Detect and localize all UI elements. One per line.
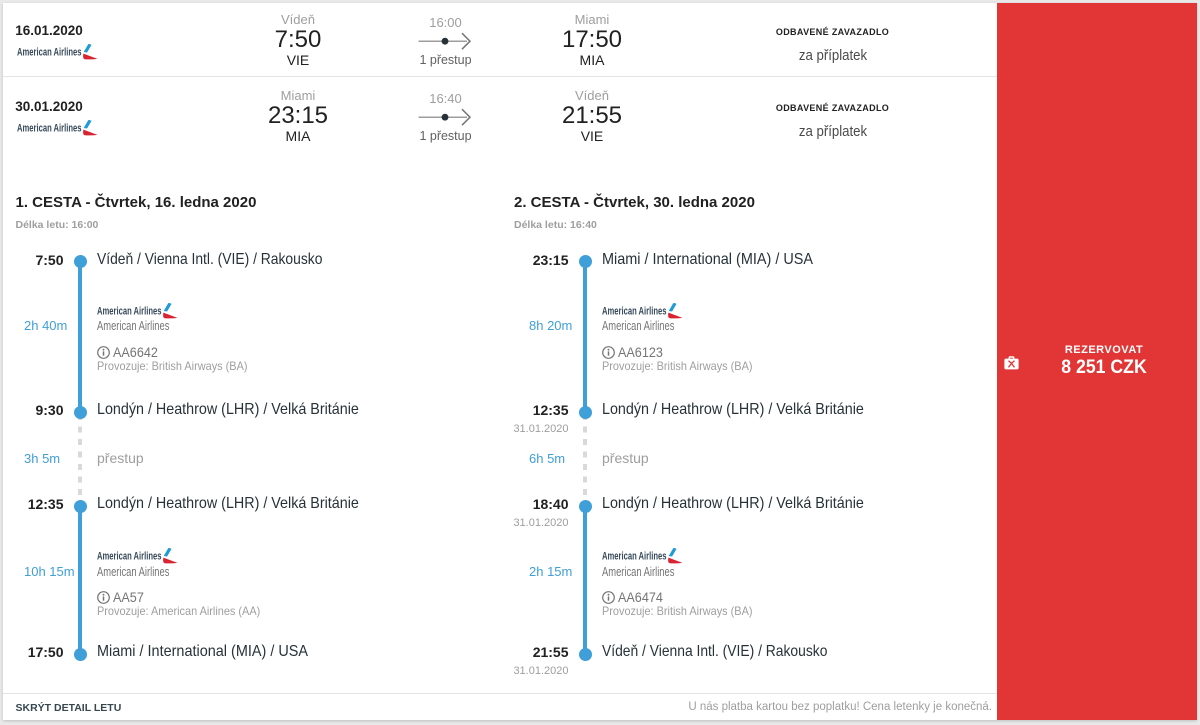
svg-text:American Airlines: American Airlines: [17, 46, 82, 58]
svg-text:American Airlines: American Airlines: [97, 551, 162, 563]
svg-text:American Airlines: American Airlines: [602, 305, 667, 317]
svg-text:American Airlines: American Airlines: [602, 551, 667, 563]
svg-text:American Airlines: American Airlines: [17, 122, 82, 134]
svg-text:American Airlines: American Airlines: [97, 305, 162, 317]
